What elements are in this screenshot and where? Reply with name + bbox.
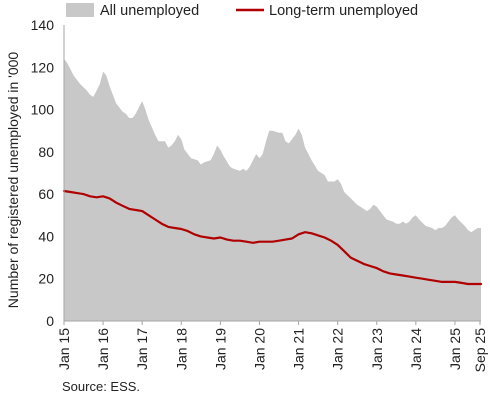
legend-swatch-all-unemployed: [66, 3, 94, 17]
source-note: Source: ESS.: [62, 379, 141, 394]
x-tick-label: Jan 18: [173, 328, 189, 370]
plot-area: [62, 25, 483, 322]
y-tick-label: 0: [46, 313, 54, 329]
x-tick-label: Jan 24: [408, 328, 424, 370]
y-tick-label: 40: [38, 228, 54, 244]
x-tick-label: Sep 25: [472, 328, 488, 373]
y-tick-label: 100: [31, 102, 55, 118]
x-tick-label: Jan 25: [447, 328, 463, 370]
y-axis-label: Number of registered unemployed in '000: [5, 52, 21, 309]
x-tick-label: Jan 21: [291, 328, 307, 370]
x-tick-label: Jan 16: [95, 328, 111, 370]
x-tick-label: Jan 22: [330, 328, 346, 370]
x-axis: Jan 15 Jan 16 Jan 17 Jan 18 Jan 19 Jan 20 Jan …: [56, 321, 488, 372]
y-tick-label: 120: [31, 59, 55, 75]
y-tick-label: 80: [38, 144, 54, 160]
x-tick-label: Jan 17: [134, 328, 150, 370]
y-tick-label: 20: [38, 271, 54, 287]
legend-label-long-term-unemployed: Long-term unemployed: [269, 3, 418, 19]
x-tick-label: Jan 23: [369, 328, 385, 370]
series-long-term-unemployed-line: [62, 189, 483, 286]
legend-label-all-unemployed: All unemployed: [100, 3, 199, 19]
x-tick-label: Jan 19: [212, 328, 228, 370]
series-all-unemployed-area: [64, 58, 481, 322]
y-axis: 0 20 40 60 80 100 120 140: [31, 17, 55, 329]
y-tick-label: 60: [38, 186, 54, 202]
x-tick-label: Jan 20: [251, 328, 267, 370]
legend: All unemployed Long-term unemployed: [66, 3, 418, 19]
x-tick-label: Jan 15: [56, 328, 72, 370]
y-tick-label: 140: [31, 17, 55, 33]
